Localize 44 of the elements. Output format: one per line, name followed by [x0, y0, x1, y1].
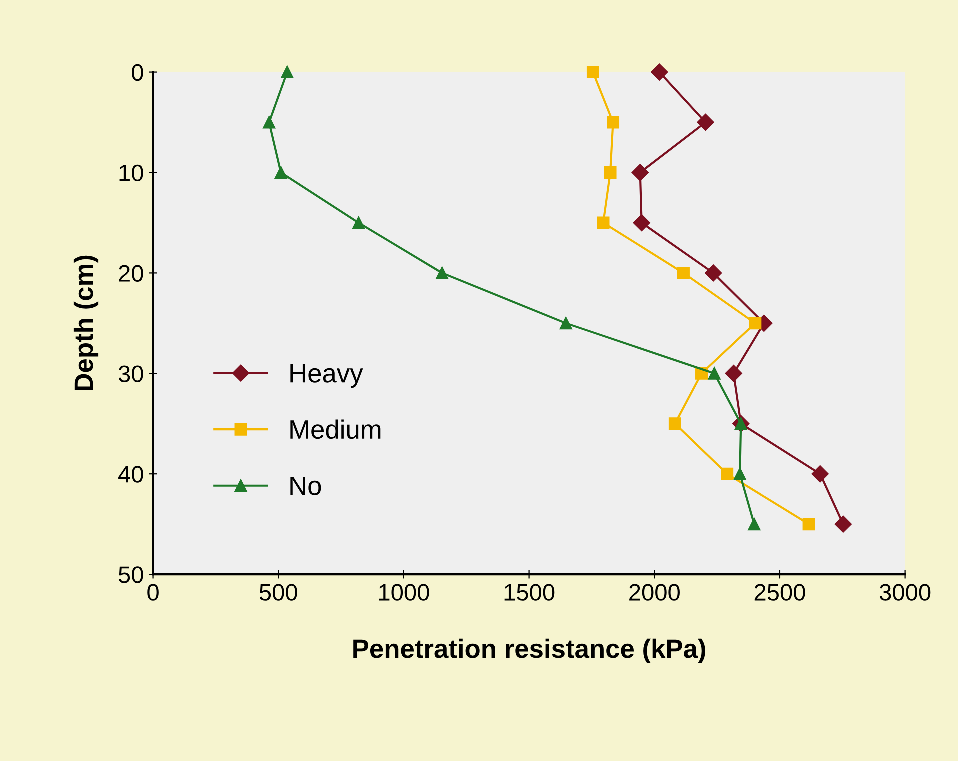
point	[748, 518, 761, 531]
point	[725, 365, 742, 382]
point	[352, 216, 366, 230]
point	[708, 367, 721, 380]
legend-label: Medium	[290, 420, 381, 440]
point	[597, 216, 610, 230]
point	[802, 518, 816, 531]
y-tick-label: 50	[118, 566, 144, 584]
x-tick-label: 2000	[630, 584, 680, 601]
point	[281, 66, 294, 79]
legend-label: No	[290, 476, 322, 496]
point	[834, 516, 852, 533]
point	[607, 116, 620, 129]
point	[436, 266, 449, 280]
point	[586, 66, 600, 79]
point	[632, 164, 649, 182]
point	[677, 266, 690, 280]
x-axis-title: Penetration resistance (kPa)	[354, 638, 706, 664]
x-tick-label: 0	[148, 584, 159, 601]
point	[704, 264, 722, 282]
point	[721, 468, 734, 480]
x-tick-label: 500	[260, 584, 298, 601]
x-tick-label: 2500	[754, 584, 806, 601]
point	[263, 116, 276, 129]
x-tick-label: 3000	[880, 584, 931, 601]
point	[560, 317, 572, 330]
point	[668, 418, 682, 430]
point	[274, 166, 288, 179]
y-tick-label: 30	[118, 366, 144, 382]
y-tick-label: 40	[118, 466, 144, 483]
point	[734, 468, 746, 480]
point	[633, 214, 650, 232]
point	[812, 466, 829, 483]
y-axis-title: Depth (cm)	[74, 256, 99, 391]
point	[697, 114, 714, 132]
point	[651, 64, 668, 81]
x-tick-label: 1000	[379, 584, 430, 601]
x-tick-label: 1500	[504, 584, 555, 601]
y-tick-label: 10	[120, 164, 144, 182]
point	[604, 166, 617, 179]
y-tick-label: 0	[132, 64, 144, 82]
y-tick-label: 20	[119, 265, 144, 282]
point	[749, 317, 762, 330]
legend-label: Heavy	[290, 364, 364, 388]
